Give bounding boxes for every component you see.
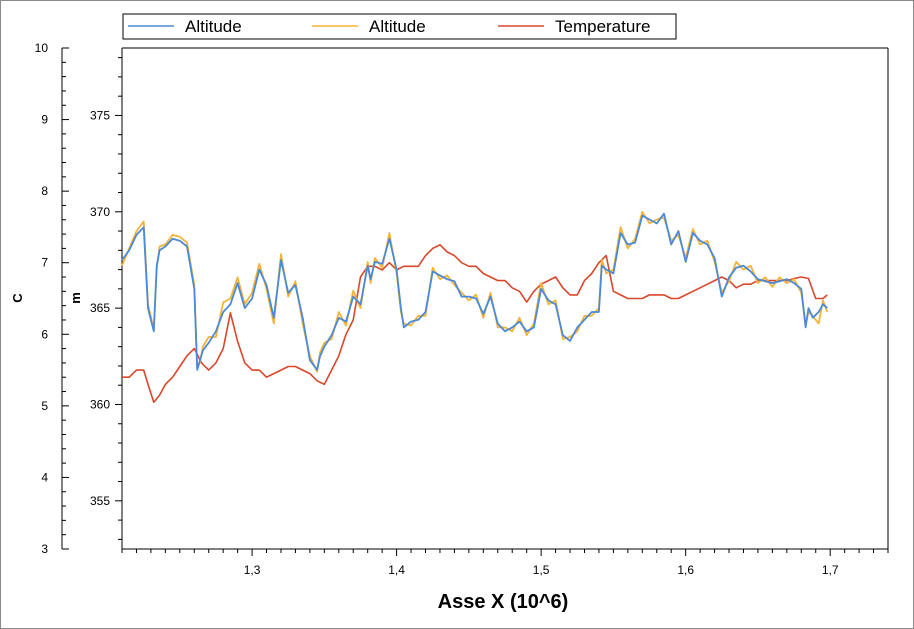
legend-box xyxy=(122,13,677,40)
x-axis: 1,3 1,4 1,5 1,6 1,7 xyxy=(121,549,889,577)
legend-label-temperature: Temperature xyxy=(555,17,650,36)
temperature-axis-title: C xyxy=(10,293,25,303)
temperature-tick-label: 6 xyxy=(41,327,48,341)
altitude-tick-label: 370 xyxy=(90,205,110,219)
altitude-tick-label: 360 xyxy=(90,397,110,411)
temperature-tick-label: 7 xyxy=(41,256,48,270)
series-line-altitude-blue xyxy=(121,212,828,371)
temperature-tick-label: 9 xyxy=(41,113,48,127)
temperature-tick-label: 8 xyxy=(41,184,48,198)
altitude-axis-title: m xyxy=(68,292,83,304)
legend-label-altitude-blue: Altitude xyxy=(185,17,242,36)
plot-area xyxy=(122,47,889,550)
temperature-tick-label: 10 xyxy=(35,41,49,55)
temperature-axis: 10 9 8 7 6 5 4 3 xyxy=(35,41,69,556)
series-layer xyxy=(121,210,829,404)
x-tick-label: 1,3 xyxy=(244,563,261,577)
legend-label-altitude-orange: Altitude xyxy=(369,17,426,36)
x-tick-label: 1,6 xyxy=(677,563,694,577)
series-line-temperature xyxy=(122,244,828,404)
temperature-tick-label: 4 xyxy=(41,470,48,484)
x-axis-title: Asse X (10^6) xyxy=(438,591,569,613)
x-tick-label: 1,5 xyxy=(533,563,550,577)
altitude-tick-label: 365 xyxy=(90,301,110,315)
temperature-tick-label: 3 xyxy=(41,542,48,556)
altitude-axis: 375 370 365 360 355 xyxy=(90,48,123,549)
x-tick-label: 1,7 xyxy=(822,563,839,577)
x-tick-label: 1,4 xyxy=(388,563,405,577)
altitude-tick-label: 375 xyxy=(90,108,110,122)
temperature-tick-label: 5 xyxy=(41,399,48,413)
legend: Altitude Altitude Temperature xyxy=(122,13,677,40)
altitude-tick-label: 355 xyxy=(90,494,110,508)
